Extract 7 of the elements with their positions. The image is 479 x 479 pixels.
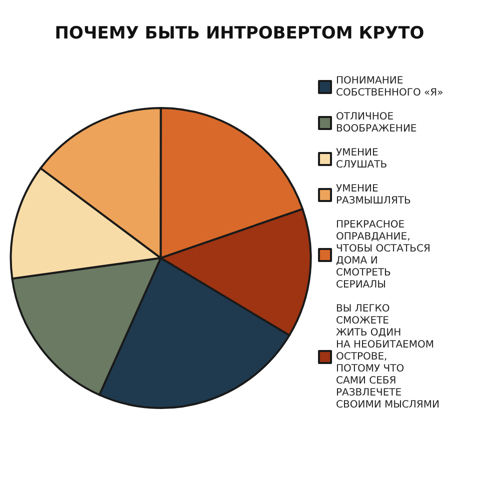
- chart-title: ПОЧЕМУ БЫТЬ ИНТРОВЕРТОМ КРУТО: [54, 24, 424, 44]
- legend-label: УМЕНИЕ СЛУШАТЬ: [336, 148, 388, 170]
- legend-label: ПОНИМАНИЕ СОБСТВЕННОГО «Я»: [336, 76, 444, 98]
- legend-label: УМЕНИЕ РАЗМЫШЛЯТЬ: [336, 184, 412, 206]
- legend-label: ОТЛИЧНОЕ ВООБРАЖЕНИЕ: [336, 112, 417, 134]
- category-label: ВЫ ЛЕГКО СМОЖЕТЕ ЖИТЬ ОДИН НА НЕОБИТАЕМОМ ОСТРОВЕ, ПОТОМУ ЧТО САМИ СЕБЯ РАЗВЛЕЧЕТЕ СВОИМИ МЫСЛЯМИ: [336, 304, 440, 410]
- legend-label: ПРЕКРАСНОЕ ОПРАВДАНИЕ, ЧТОБЫ ОСТАТЬСЯ ДОМА И СМОТРЕТЬ СЕРИАЛЫ: [336, 220, 430, 290]
